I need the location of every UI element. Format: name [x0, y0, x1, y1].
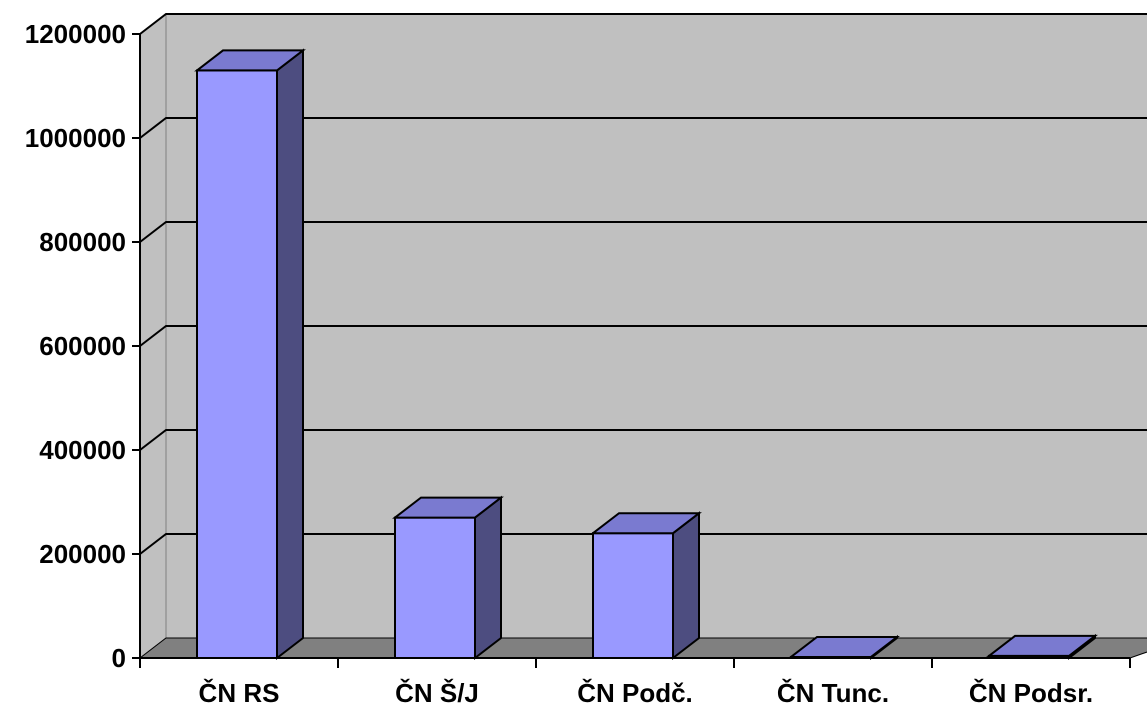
bars [194, 48, 1098, 661]
y-tick-label: 1200000 [25, 19, 126, 49]
y-tick-label: 400000 [39, 435, 126, 465]
y-tick-labels: 0 200000 400000 600000 800000 1000000 1200000 [25, 19, 126, 673]
x-category-label: ČN Š/J [395, 678, 479, 706]
gridline [139, 325, 1147, 347]
x-category-labels: ČN RS ČN Š/J ČN Podč. ČN Tunc. ČN Podsr. [199, 678, 1094, 706]
y-tick-label: 600000 [39, 331, 126, 361]
bar-side [672, 511, 700, 661]
bar-front [592, 532, 674, 660]
bar-top [392, 496, 504, 519]
bar-side [474, 495, 502, 661]
x-category-label: ČN Podsr. [969, 678, 1093, 706]
bar [194, 48, 306, 661]
bar-front [196, 69, 278, 659]
bar-front [394, 516, 476, 659]
gridline [139, 429, 1147, 451]
gridlines [139, 13, 1147, 555]
gridline [139, 13, 1147, 35]
bar-side [276, 48, 304, 661]
x-category-label: ČN Tunc. [777, 678, 889, 706]
x-category-label: ČN Podč. [577, 678, 693, 706]
y-tick-label: 0 [112, 643, 126, 673]
y-tick-label: 200000 [39, 539, 126, 569]
y-tick-label: 800000 [39, 227, 126, 257]
bar [590, 511, 702, 661]
bar-top [590, 512, 702, 535]
x-category-label: ČN RS [199, 678, 280, 706]
bar-top [788, 635, 900, 658]
bar [788, 634, 900, 661]
gridline [139, 533, 1147, 555]
bar-top [986, 634, 1098, 657]
bar [392, 495, 504, 661]
gridline [139, 117, 1147, 139]
bar [986, 633, 1098, 661]
gridline [139, 221, 1147, 243]
bar-top [194, 49, 306, 72]
y-tick-label: 1000000 [25, 123, 126, 153]
